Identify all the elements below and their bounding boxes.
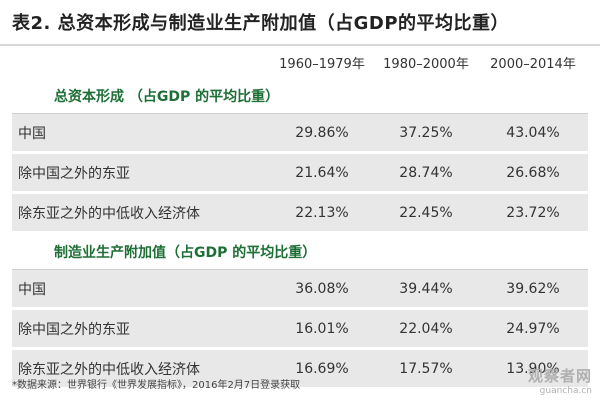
row-value: 37.25% <box>374 113 478 154</box>
section-heading-row: 总资本形成 （占GDP 的平均比重） <box>12 78 588 114</box>
table-row: 除东亚之外的中低收入经济体 22.13% 22.45% 23.72% <box>12 192 588 234</box>
watermark-text: 观察者网 <box>527 367 592 385</box>
table-row: 除中国之外的东亚 16.01% 22.04% 24.97% <box>12 308 588 350</box>
row-value: 22.04% <box>374 308 478 350</box>
table-row: 中国 36.08% 39.44% 39.62% <box>12 269 588 310</box>
title-bar: 表2. 总资本形成与制造业生产附加值（占GDP的平均比重） <box>0 0 600 44</box>
row-label: 除中国之外的东亚 <box>12 308 270 350</box>
row-value: 23.72% <box>478 192 588 234</box>
row-value: 22.45% <box>374 192 478 234</box>
row-label: 除东亚之外的中低收入经济体 <box>12 348 270 390</box>
header-cell-1960-1979: 1960–1979年 <box>270 46 374 78</box>
title-divider <box>0 44 600 46</box>
row-value: 22.13% <box>270 192 374 234</box>
header-cell-2000-2014: 2000–2014年 <box>478 46 588 78</box>
row-label: 除中国之外的东亚 <box>12 152 270 194</box>
row-value: 28.74% <box>374 152 478 194</box>
row-value: 39.62% <box>478 269 588 310</box>
row-value: 16.01% <box>270 308 374 350</box>
row-value: 21.64% <box>270 152 374 194</box>
header-cell-empty <box>12 46 270 78</box>
row-value: 43.04% <box>478 113 588 154</box>
section-title-capital-formation: 总资本形成 （占GDP 的平均比重） <box>12 78 588 114</box>
section-title-manufacturing: 制造业生产附加值（占GDP 的平均比重） <box>12 232 588 270</box>
table-row: 除中国之外的东亚 21.64% 28.74% 26.68% <box>12 152 588 194</box>
row-value: 13.90% <box>478 348 588 390</box>
table-row: 中国 29.86% 37.25% 43.04% <box>12 113 588 154</box>
row-value: 36.08% <box>270 269 374 310</box>
row-value: 16.69% <box>270 348 374 390</box>
header-cell-1980-2000: 1980–2000年 <box>374 46 478 78</box>
row-value: 24.97% <box>478 308 588 350</box>
row-value: 17.57% <box>374 348 478 390</box>
table-row: 除东亚之外的中低收入经济体 16.69% 17.57% 13.90% <box>12 348 588 390</box>
data-table: 1960–1979年 1980–2000年 2000–2014年 总资本形成 （… <box>12 46 588 390</box>
section-heading-row: 制造业生产附加值（占GDP 的平均比重） <box>12 232 588 270</box>
watermark: 观察者网 guancha.cn <box>528 365 592 396</box>
watermark-url: guancha.cn <box>539 386 592 396</box>
row-value: 26.68% <box>478 152 588 194</box>
row-value: 29.86% <box>270 113 374 154</box>
row-value: 39.44% <box>374 269 478 310</box>
source-footnote: *数据来源：世界银行《世界发展指标》，2016年2月7日登录获取 <box>12 380 301 391</box>
table-title: 表2. 总资本形成与制造业生产附加值（占GDP的平均比重） <box>12 13 510 34</box>
row-label: 除东亚之外的中低收入经济体 <box>12 192 270 234</box>
row-label: 中国 <box>12 113 270 154</box>
header-row: 1960–1979年 1980–2000年 2000–2014年 <box>12 46 588 78</box>
row-label: 中国 <box>12 269 270 310</box>
